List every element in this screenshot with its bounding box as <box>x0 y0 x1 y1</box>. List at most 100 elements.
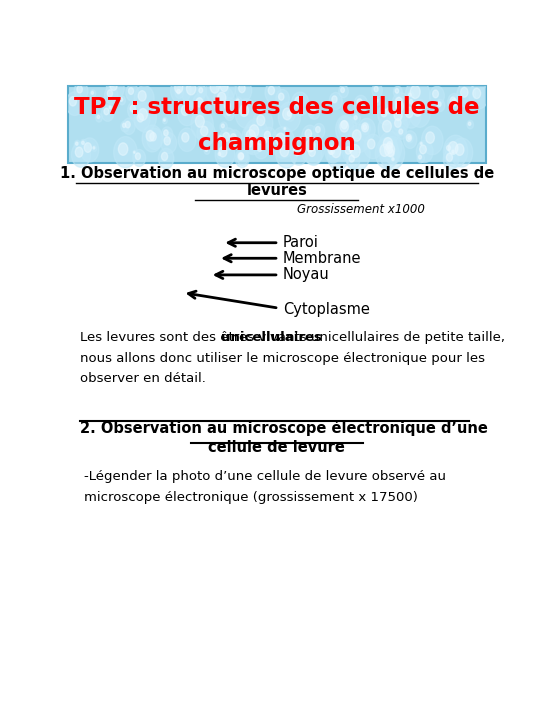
Text: Paroi: Paroi <box>283 235 319 251</box>
Circle shape <box>161 153 167 161</box>
Circle shape <box>213 86 234 114</box>
Circle shape <box>457 83 476 107</box>
Circle shape <box>90 90 96 97</box>
Circle shape <box>130 105 136 112</box>
Circle shape <box>409 99 413 104</box>
Circle shape <box>221 98 237 118</box>
Circle shape <box>426 132 434 143</box>
Circle shape <box>110 81 117 91</box>
Circle shape <box>123 123 126 127</box>
Circle shape <box>80 138 99 162</box>
Circle shape <box>177 89 180 94</box>
Circle shape <box>450 97 456 104</box>
Circle shape <box>261 127 276 147</box>
Circle shape <box>80 140 87 148</box>
Circle shape <box>161 132 177 153</box>
Circle shape <box>280 145 289 157</box>
Circle shape <box>69 96 77 106</box>
Circle shape <box>386 108 390 114</box>
Circle shape <box>239 84 245 93</box>
Circle shape <box>382 120 392 132</box>
Circle shape <box>224 102 231 110</box>
Circle shape <box>392 114 408 136</box>
Circle shape <box>437 102 441 107</box>
Circle shape <box>379 131 402 162</box>
Circle shape <box>390 104 410 131</box>
Circle shape <box>309 112 312 114</box>
Circle shape <box>84 143 91 153</box>
Circle shape <box>97 115 100 119</box>
Circle shape <box>407 91 414 100</box>
Circle shape <box>127 102 141 119</box>
Circle shape <box>416 140 433 163</box>
Circle shape <box>107 90 112 97</box>
Circle shape <box>383 138 393 150</box>
Circle shape <box>451 99 457 106</box>
Circle shape <box>105 86 118 104</box>
Circle shape <box>325 142 341 163</box>
Circle shape <box>113 137 137 168</box>
Circle shape <box>332 145 341 158</box>
Circle shape <box>401 102 421 128</box>
Circle shape <box>138 91 146 102</box>
Text: Grossissement x1000: Grossissement x1000 <box>296 203 424 216</box>
Circle shape <box>104 108 109 114</box>
Text: -Légender la photo d’une cellule de levure observé au: -Légender la photo d’une cellule de levu… <box>84 470 446 483</box>
Circle shape <box>255 140 259 144</box>
Circle shape <box>301 133 325 164</box>
Circle shape <box>137 114 144 122</box>
Circle shape <box>386 146 400 164</box>
Circle shape <box>448 142 458 154</box>
Circle shape <box>118 143 128 156</box>
Text: TP7 : structures des cellules de: TP7 : structures des cellules de <box>74 96 480 120</box>
Circle shape <box>349 148 353 152</box>
Circle shape <box>358 118 375 141</box>
Circle shape <box>396 102 403 112</box>
Text: 2. Observation au microscope électronique d’une: 2. Observation au microscope électroniqu… <box>80 420 488 436</box>
Circle shape <box>420 141 424 147</box>
Circle shape <box>171 77 191 104</box>
Circle shape <box>290 141 308 165</box>
Circle shape <box>384 138 397 156</box>
Circle shape <box>353 114 360 124</box>
Circle shape <box>82 141 84 145</box>
Circle shape <box>449 95 463 113</box>
Circle shape <box>403 131 417 148</box>
Text: Noyau: Noyau <box>283 267 330 282</box>
Circle shape <box>392 96 411 122</box>
Circle shape <box>354 95 368 113</box>
Circle shape <box>253 109 273 136</box>
Circle shape <box>102 105 114 122</box>
Circle shape <box>387 142 392 149</box>
Circle shape <box>196 98 203 107</box>
Circle shape <box>381 99 387 108</box>
Circle shape <box>345 147 351 154</box>
Circle shape <box>123 118 135 135</box>
Circle shape <box>271 127 295 158</box>
Circle shape <box>268 86 274 95</box>
Circle shape <box>339 85 348 98</box>
Circle shape <box>191 109 213 139</box>
Circle shape <box>121 121 129 132</box>
Circle shape <box>467 120 474 129</box>
Circle shape <box>182 76 205 107</box>
Circle shape <box>368 139 375 149</box>
Circle shape <box>362 123 368 132</box>
Circle shape <box>138 109 147 120</box>
Circle shape <box>276 89 289 107</box>
Circle shape <box>146 130 154 141</box>
Circle shape <box>378 104 393 125</box>
Circle shape <box>247 140 252 147</box>
FancyBboxPatch shape <box>68 86 486 163</box>
Circle shape <box>164 137 170 145</box>
Circle shape <box>96 114 102 122</box>
Circle shape <box>328 149 335 158</box>
Circle shape <box>235 149 249 168</box>
Circle shape <box>348 124 369 153</box>
Circle shape <box>350 145 360 158</box>
Circle shape <box>133 151 135 153</box>
Circle shape <box>447 145 450 150</box>
Circle shape <box>142 125 163 152</box>
Circle shape <box>175 87 184 99</box>
Circle shape <box>327 140 350 170</box>
